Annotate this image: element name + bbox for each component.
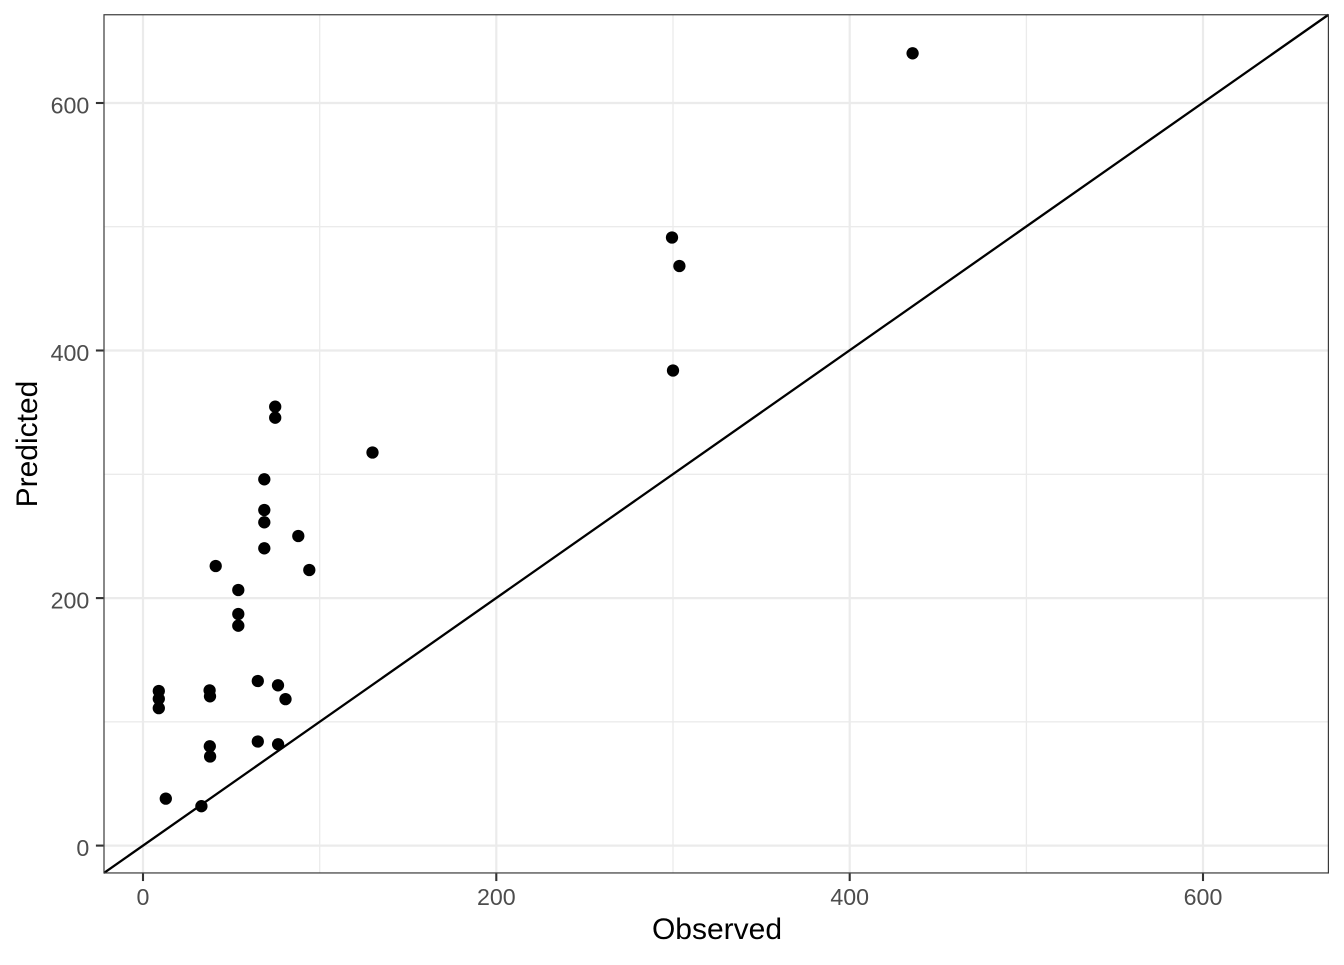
svg-text:0: 0 [76, 835, 89, 861]
svg-text:600: 600 [1184, 884, 1223, 910]
svg-text:400: 400 [51, 340, 90, 366]
svg-text:200: 200 [477, 884, 516, 910]
svg-text:Predicted: Predicted [11, 381, 44, 508]
svg-text:Observed: Observed [652, 913, 782, 946]
svg-text:0: 0 [137, 884, 150, 910]
svg-text:400: 400 [830, 884, 869, 910]
svg-text:600: 600 [51, 92, 90, 118]
svg-text:200: 200 [51, 587, 90, 613]
